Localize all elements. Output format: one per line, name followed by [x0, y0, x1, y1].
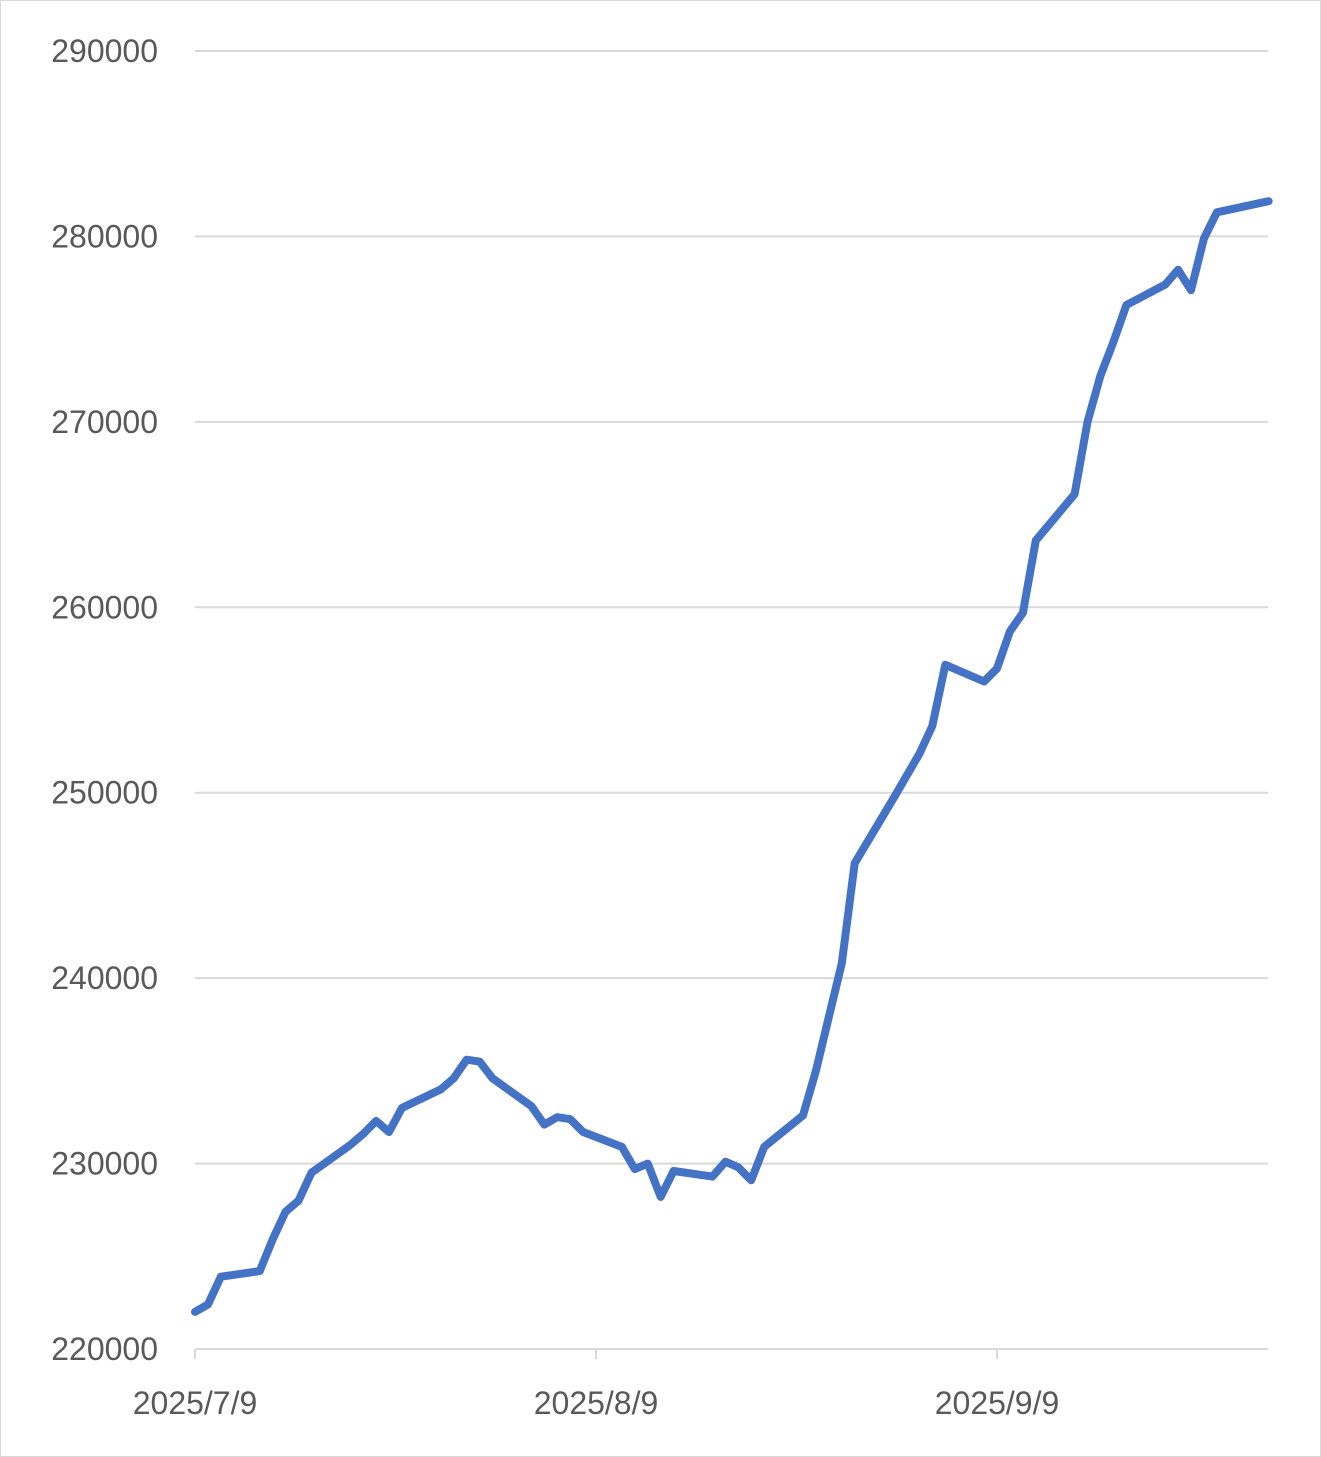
y-tick-label: 250000 [51, 775, 158, 811]
x-tick-label: 2025/8/9 [534, 1385, 659, 1421]
y-tick-label: 230000 [51, 1146, 158, 1182]
series-line [191, 197, 1273, 1316]
y-tick-label: 240000 [51, 960, 158, 996]
y-tick-label: 260000 [51, 589, 158, 625]
x-axis-tick-labels: 2025/7/9 2025/8/9 2025/9/9 [133, 1385, 1060, 1421]
y-tick-label: 280000 [51, 218, 158, 254]
y-tick-label: 270000 [51, 404, 158, 440]
x-tick-label: 2025/9/9 [935, 1385, 1060, 1421]
gridlines [195, 50, 1268, 1165]
y-tick-label: 290000 [51, 33, 158, 69]
x-axis [194, 1348, 1268, 1359]
x-tick-label: 2025/7/9 [133, 1385, 258, 1421]
y-tick-label: 220000 [51, 1331, 158, 1367]
y-axis-tick-labels: 220000 230000 240000 250000 260000 270000 2800… [51, 33, 158, 1367]
series-group [191, 197, 1273, 1316]
